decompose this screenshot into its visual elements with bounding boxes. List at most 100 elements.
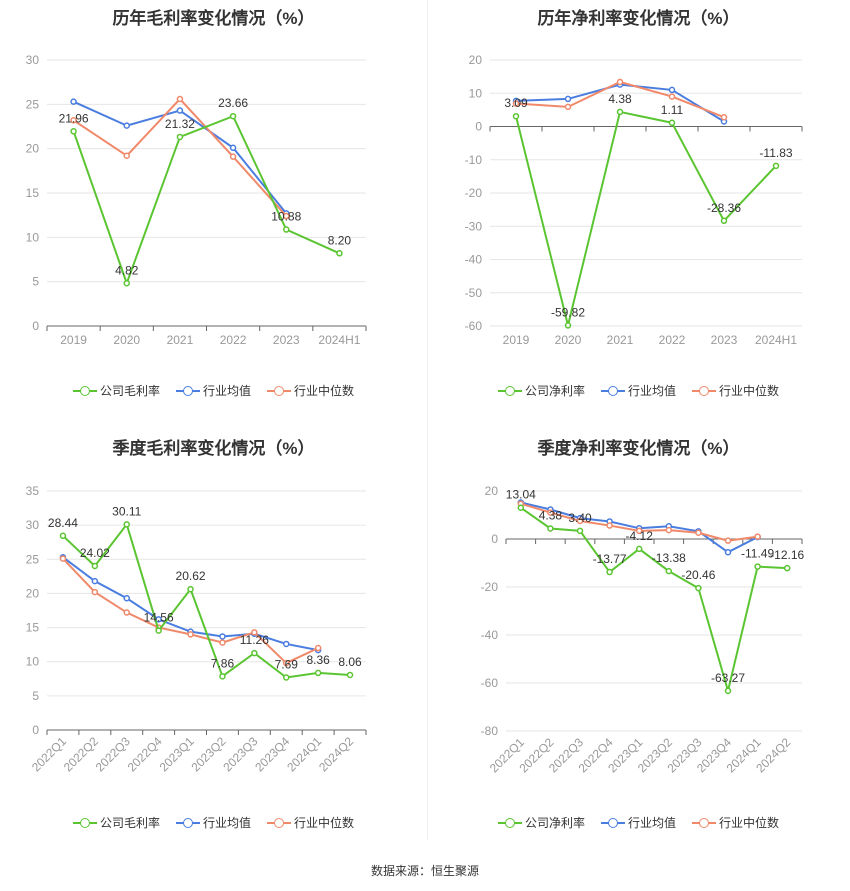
legend-item-avg[interactable]: 行业均值 <box>175 382 251 399</box>
legend-marker-icon <box>692 385 716 396</box>
x-tick-label: 2022Q2 <box>61 734 101 774</box>
data-point-company <box>283 674 290 681</box>
data-label: 8.20 <box>328 233 352 247</box>
data-point-median <box>576 517 584 525</box>
y-tick-label: 0 <box>491 532 498 546</box>
y-tick-label: -50 <box>465 286 483 300</box>
legend-item-company[interactable]: 公司毛利率 <box>72 382 160 399</box>
data-point-avg <box>70 98 77 105</box>
chart-title: 季度净利率变化情况（%） <box>537 439 740 458</box>
x-tick-label: 2024H1 <box>755 333 797 347</box>
y-tick-label: 25 <box>26 97 40 111</box>
data-point-company <box>229 112 237 120</box>
x-tick-label: 2020 <box>113 333 140 347</box>
legend-label: 行业均值 <box>202 816 251 830</box>
legend-marker-icon <box>175 385 200 396</box>
x-tick-label: 2022Q1 <box>29 734 69 774</box>
data-label: 8.06 <box>338 655 362 669</box>
data-point-company <box>91 562 99 570</box>
legend-marker-icon <box>267 385 291 396</box>
y-tick-label: 10 <box>26 655 40 669</box>
data-point-median <box>70 117 77 124</box>
legend-item-median[interactable]: 行业中位数 <box>267 814 354 831</box>
y-tick-label: 0 <box>475 120 482 134</box>
legend-item-median[interactable]: 行业中位数 <box>692 814 779 831</box>
data-point-median <box>720 113 728 121</box>
legend-marker-icon <box>497 385 522 396</box>
data-point-company <box>724 687 732 695</box>
x-tick-label: 2022 <box>659 333 686 347</box>
chart-legend: 公司毛利率 行业均值 行业中位数 <box>0 814 427 831</box>
legend-item-avg[interactable]: 行业均值 <box>600 382 676 399</box>
y-tick-label: -40 <box>465 253 483 267</box>
legend-item-company[interactable]: 公司净利率 <box>497 382 585 399</box>
legend-item-avg[interactable]: 行业均值 <box>175 814 251 831</box>
data-point-company <box>783 564 791 572</box>
data-point-company <box>754 563 761 570</box>
x-tick-label: 2023 <box>711 333 738 347</box>
data-label: -13.77 <box>593 552 627 566</box>
chart-title: 季度毛利率变化情况（%） <box>112 439 315 458</box>
chart-title: 历年毛利率变化情况（%） <box>112 9 315 28</box>
legend-marker-icon <box>692 817 716 828</box>
data-label: 28.44 <box>48 516 78 530</box>
legend-item-company[interactable]: 公司毛利率 <box>72 814 160 831</box>
legend-marker-icon <box>72 385 97 396</box>
legend-label: 行业中位数 <box>294 384 355 398</box>
chart-panel-annual-gross-margin: 历年毛利率变化情况（%） 0 5 10 15 20 25 30 2019 2020 2021 202… <box>0 0 427 410</box>
data-point-median <box>668 93 676 100</box>
legend-item-avg[interactable]: 行业均值 <box>600 814 676 831</box>
legend-label: 公司毛利率 <box>99 384 160 398</box>
chart-plot: 051015202530352022Q12022Q22022Q32022Q420… <box>26 484 367 774</box>
x-tick-label: 2024H1 <box>318 333 360 347</box>
data-point-company <box>155 627 162 634</box>
data-point-avg <box>283 640 290 648</box>
data-point-median <box>512 100 520 107</box>
data-label: 13.04 <box>506 488 536 502</box>
data-label: 14.56 <box>144 611 174 625</box>
data-point-company <box>547 525 554 532</box>
data-label: -28.36 <box>707 201 741 215</box>
data-point-median <box>251 629 258 636</box>
data-point-company <box>695 584 702 592</box>
data-point-company <box>635 545 643 553</box>
data-point-median <box>695 529 702 537</box>
x-tick-label: 2024Q1 <box>284 734 324 774</box>
data-point-company <box>283 226 290 233</box>
x-tick-label: 2022 <box>220 333 247 347</box>
legend-marker-icon <box>497 817 522 828</box>
data-point-avg <box>123 594 130 602</box>
data-label: 10.88 <box>271 210 301 224</box>
legend-marker-icon <box>600 385 625 396</box>
data-point-company <box>176 133 184 141</box>
data-label: 24.02 <box>80 546 110 560</box>
data-point-company <box>336 250 343 257</box>
data-label: -12.16 <box>770 548 804 562</box>
x-tick-label: 2019 <box>60 333 87 347</box>
legend-item-median[interactable]: 行业中位数 <box>692 382 779 399</box>
data-point-company <box>576 527 584 535</box>
data-point-median <box>283 212 290 220</box>
data-label: 7.69 <box>275 657 299 671</box>
data-label: 4.38 <box>608 92 632 106</box>
y-tick-label: 5 <box>32 275 39 289</box>
legend-item-company[interactable]: 公司净利率 <box>497 814 585 831</box>
legend-label: 行业均值 <box>627 816 676 830</box>
legend-marker-icon <box>267 817 291 828</box>
data-point-company <box>668 119 676 127</box>
data-label: -63.27 <box>711 671 745 685</box>
data-label: 20.62 <box>176 569 206 583</box>
y-tick-label: -80 <box>481 724 499 738</box>
legend-item-median[interactable]: 行业中位数 <box>267 382 354 399</box>
data-point-median <box>724 537 732 544</box>
data-label: -59.82 <box>551 305 585 319</box>
y-tick-label: 35 <box>26 484 40 498</box>
x-tick-label: 2023Q3 <box>220 734 260 774</box>
data-label: 8.36 <box>306 653 330 667</box>
data-point-company <box>564 322 572 329</box>
data-point-company <box>512 112 520 120</box>
legend-label: 行业中位数 <box>719 816 780 830</box>
x-tick-label: 2021 <box>167 333 194 347</box>
data-point-company <box>219 673 226 680</box>
data-point-company <box>720 217 728 225</box>
